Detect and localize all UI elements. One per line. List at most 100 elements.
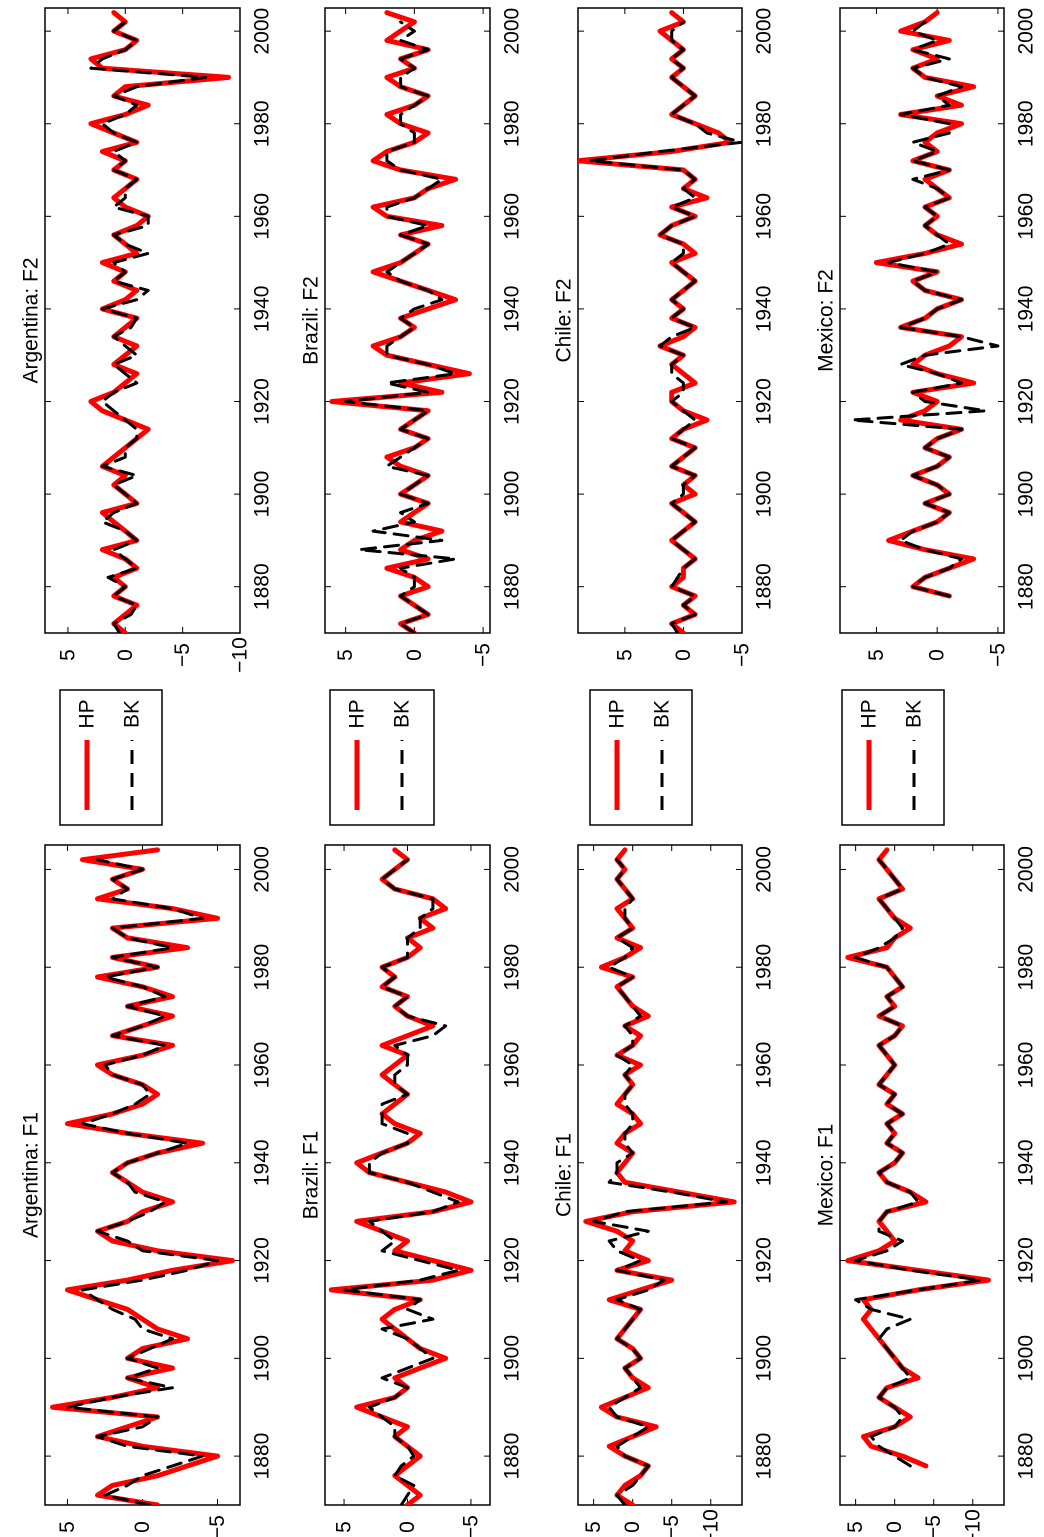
legend-hp-label: HP <box>606 699 629 728</box>
chile-f1-series <box>583 847 737 1505</box>
value-tick-label: 0 <box>926 649 949 661</box>
legend-bk-label: BK <box>391 700 414 728</box>
mexico-f2-panel: 1880 1900 1920 1940 1960 1980 2000 5 0 −5 Mexico: … <box>815 7 1038 667</box>
year-tick-label: 1940 <box>753 286 776 333</box>
series-hp <box>88 10 231 633</box>
year-tick-label: 1920 <box>1015 378 1038 425</box>
legend-box <box>59 689 163 826</box>
value-tick-label: 5 <box>865 649 888 661</box>
series-hp <box>873 10 977 599</box>
value-tick-label: 5 <box>613 649 636 661</box>
value-tick-label: 5 <box>56 1521 79 1533</box>
year-tick-label: 1880 <box>753 1433 776 1480</box>
value-tick-label: 0 <box>114 649 137 661</box>
value-tick-label: −5 <box>459 1515 482 1537</box>
panel-title: Chile: F2 <box>553 278 576 362</box>
panel-title: Argentina: F2 <box>20 257 43 383</box>
year-tick-label: 1920 <box>753 378 776 425</box>
legend-bk-label: BK <box>903 700 926 728</box>
value-tick-label: 5 <box>56 649 79 661</box>
series-hp <box>845 847 991 1469</box>
brazil-f2-panel: 1880 1900 1920 1940 1960 1980 2000 5 0 −5 Brazil: … <box>300 7 524 667</box>
value-tick-label: −5 <box>472 643 495 667</box>
year-tick-label: 1880 <box>1015 1433 1038 1480</box>
series-hp <box>578 10 733 633</box>
value-tick-label: 5 <box>844 1521 867 1533</box>
value-tick-label: 5 <box>582 1521 605 1533</box>
chile-legend: HP BK <box>589 689 693 826</box>
brazil-f2-frame <box>324 7 491 634</box>
legend-box <box>589 689 693 826</box>
brazil-f2-series <box>329 10 472 633</box>
mexico-f1-frame <box>839 844 1005 1506</box>
mexico-f2-frame <box>839 7 1005 634</box>
year-tick-label: 2000 <box>1015 846 1038 893</box>
year-tick-label: 1920 <box>251 1237 274 1284</box>
value-tick-label: −10 <box>229 637 252 673</box>
year-tick-label: 1980 <box>501 100 524 147</box>
year-tick-label: 1900 <box>251 1335 274 1382</box>
legend-bk-label: BK <box>121 700 144 728</box>
value-tick-label: −10 <box>961 1509 984 1537</box>
year-tick-label: 1940 <box>1015 1139 1038 1186</box>
panel-title: Argentina: F1 <box>20 1112 43 1238</box>
year-tick-label: 1960 <box>753 1042 776 1089</box>
series-hp <box>328 847 474 1505</box>
series-bk <box>342 858 460 1505</box>
brazil-f1-panel: 1880 1900 1920 1940 1960 1980 2000 5 0 −5 Brazil: … <box>300 844 524 1537</box>
year-tick-label: 1920 <box>753 1237 776 1284</box>
year-tick-label: 1880 <box>753 563 776 610</box>
series-bk <box>854 858 983 1468</box>
year-tick-label: 1900 <box>753 471 776 518</box>
argentina-f2-panel: 1880 1900 1920 1940 1960 1980 2000 5 0 −5 −10 Argen… <box>20 7 274 673</box>
year-tick-label: 1940 <box>501 286 524 333</box>
year-tick-label: 2000 <box>1015 8 1038 55</box>
year-tick-label: 1920 <box>1015 1237 1038 1284</box>
chile-f1-panel: 1880 1900 1920 1940 1960 1980 2000 5 0 −5 −10 Chile… <box>553 844 776 1537</box>
year-tick-label: 1940 <box>251 1139 274 1186</box>
year-tick-label: 1980 <box>251 944 274 991</box>
year-tick-label: 1900 <box>753 1335 776 1382</box>
series-bk <box>66 858 219 1505</box>
year-tick-label: 1880 <box>501 1433 524 1480</box>
year-tick-label: 1920 <box>501 1237 524 1284</box>
value-tick-label: −5 <box>171 643 194 667</box>
year-tick-label: 2000 <box>251 8 274 55</box>
value-tick-label: 5 <box>334 649 357 661</box>
year-tick-label: 2000 <box>753 846 776 893</box>
year-tick-label: 1960 <box>1015 1042 1038 1089</box>
value-tick-label: 0 <box>621 1521 644 1533</box>
value-tick-label: 0 <box>396 1521 419 1533</box>
year-tick-label: 1980 <box>1015 944 1038 991</box>
year-tick-label: 1980 <box>753 100 776 147</box>
argentina-f1-panel: 1880 1900 1920 1940 1960 1980 2000 5 0 −5 Argentin… <box>20 844 274 1537</box>
year-tick-label: 2000 <box>501 8 524 55</box>
year-tick-label: 2000 <box>753 8 776 55</box>
value-tick-label: −5 <box>922 1515 945 1537</box>
legend-bk-label: BK <box>651 700 674 728</box>
value-tick-label: 5 <box>333 1521 356 1533</box>
mexico-f2-series <box>850 10 1000 599</box>
argentina-legend: HP BK <box>59 689 163 826</box>
year-tick-label: 1960 <box>501 193 524 240</box>
panel-title: Mexico: F2 <box>815 269 838 372</box>
value-tick-label: −5 <box>206 1515 229 1537</box>
year-tick-label: 1980 <box>753 944 776 991</box>
year-tick-label: 1960 <box>753 193 776 240</box>
year-tick-label: 1980 <box>251 100 274 147</box>
argentina-f1-series <box>50 847 235 1505</box>
year-tick-label: 1920 <box>501 378 524 425</box>
year-tick-label: 1960 <box>251 193 274 240</box>
brazil-f1-series <box>328 847 474 1505</box>
legend-hp-label: HP <box>76 699 99 728</box>
chile-f2-frame <box>577 7 743 634</box>
chile-f1-frame <box>577 844 743 1506</box>
panel-title: Brazil: F1 <box>300 1131 323 1220</box>
year-tick-label: 1900 <box>251 471 274 518</box>
year-tick-label: 1900 <box>501 471 524 518</box>
year-tick-label: 1900 <box>1015 471 1038 518</box>
panel-title: Brazil: F2 <box>300 276 323 365</box>
panel-title: Mexico: F1 <box>815 1124 838 1227</box>
year-tick-label: 1980 <box>1015 100 1038 147</box>
series-hp <box>50 847 235 1505</box>
